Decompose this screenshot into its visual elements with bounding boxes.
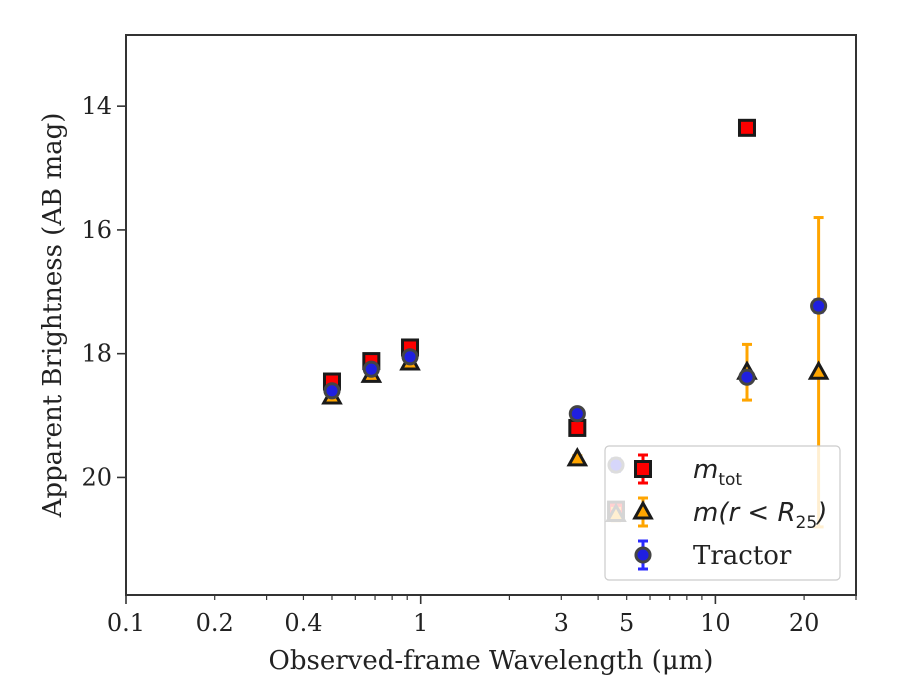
legend-marker-square bbox=[634, 460, 652, 478]
data-point-circle bbox=[810, 297, 828, 315]
legend-entry: Tractor bbox=[634, 539, 792, 571]
data-point-triangle bbox=[566, 446, 589, 467]
x-tick-label: 10 bbox=[700, 609, 731, 637]
data-point-circle bbox=[401, 348, 419, 366]
legend-box bbox=[604, 445, 841, 581]
y-tick-label: 16 bbox=[81, 216, 112, 244]
x-tick-label: 0.2 bbox=[196, 609, 234, 637]
x-tick-label: 0.1 bbox=[107, 609, 145, 637]
y-tick-label: 18 bbox=[81, 340, 112, 368]
legend-label: Tractor bbox=[693, 541, 792, 571]
legend-marker-triangle bbox=[632, 500, 654, 520]
x-tick-label: 0.4 bbox=[284, 609, 322, 637]
data-point-square bbox=[568, 418, 587, 437]
series-circle bbox=[323, 297, 828, 474]
legend-marker-circle bbox=[634, 546, 652, 564]
x-tick-label: 1 bbox=[413, 609, 428, 637]
x-tick-label: 5 bbox=[619, 609, 634, 637]
x-tick-label: 20 bbox=[789, 609, 820, 637]
y-tick-label: 14 bbox=[81, 92, 112, 120]
data-point-circle bbox=[568, 405, 586, 423]
plot-frame bbox=[125, 34, 857, 596]
axis-ticks: 0.1 0.2 0.4 1 3 5 10 20 14 16 18 20 bbox=[81, 92, 857, 637]
data-point-circle bbox=[362, 360, 380, 378]
data-point-triangle bbox=[807, 360, 830, 380]
data-marks bbox=[321, 118, 830, 529]
x-axis-title: Observed-frame Wavelength (μm) bbox=[269, 646, 714, 676]
y-axis-title: Apparent Brightness (AB mag) bbox=[38, 113, 68, 519]
data-point-circle bbox=[323, 382, 341, 400]
y-tick-label: 20 bbox=[81, 463, 112, 491]
x-tick-label: 3 bbox=[554, 609, 569, 637]
data-point-square bbox=[737, 118, 756, 137]
data-point-circle bbox=[738, 368, 756, 386]
